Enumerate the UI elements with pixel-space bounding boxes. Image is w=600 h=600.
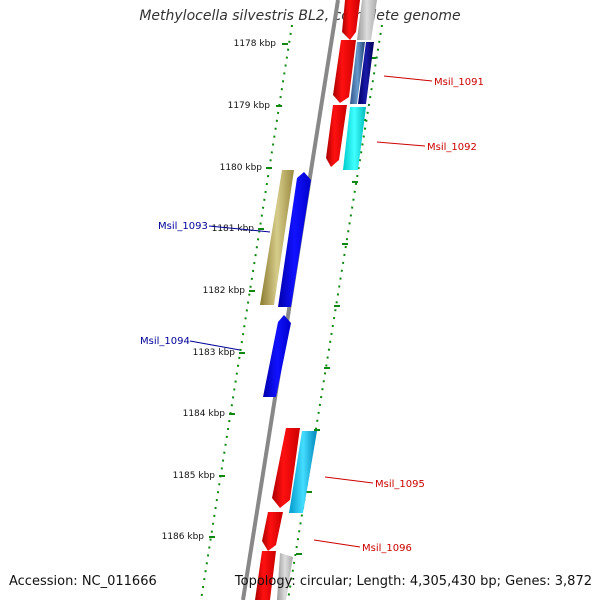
map-title: Methylocella silvestris BL2, complete ge… [139,8,461,24]
gene-steel[interactable] [350,42,365,104]
gene-gray-bottom[interactable] [277,553,293,600]
gene-red-bottom[interactable] [255,551,276,600]
tick-label: 1183 kbp [193,348,236,358]
gene-gray-top[interactable] [357,0,377,40]
tick-label: 1182 kbp [203,286,246,296]
gene-red-top[interactable] [342,0,360,40]
gene-msil-1093[interactable] [260,170,294,305]
tick-marks [209,43,288,538]
forward-ruler [287,24,383,600]
gene-msil-1092-red[interactable] [326,105,347,167]
label-line-1094 [189,340,241,351]
tick-labels: 1178 kbp 1179 kbp 1180 kbp 1181 kbp 1182… [162,39,277,542]
reverse-ruler [200,24,293,600]
gene-blue-reverse[interactable] [278,172,311,307]
gene-label-msil-1095[interactable]: Msil_1095 [375,479,425,490]
gene-label-msil-1091[interactable]: Msil_1091 [434,77,484,88]
gene-msil-1095-sky[interactable] [289,431,317,513]
gene-label-msil-1094[interactable]: Msil_1094 [140,336,190,347]
gene-msil-1092-cyan[interactable] [343,107,366,170]
gene-label-msil-1096[interactable]: Msil_1096 [362,543,412,554]
label-line-1092 [376,141,426,147]
tick-label: 1185 kbp [173,471,216,481]
label-line-1093 [208,225,271,233]
gene-navy[interactable] [358,42,374,104]
gene-label-msil-1092[interactable]: Msil_1092 [427,142,477,153]
tick-label: 1186 kbp [162,532,205,542]
tick-label: 1179 kbp [228,101,271,111]
gene-msil-1094[interactable] [263,315,291,397]
tick-label: 1181 kbp [212,224,255,234]
label-line-1095 [324,476,374,484]
label-line-1091 [383,75,433,82]
tick-label: 1180 kbp [220,163,263,173]
gene-label-msil-1093[interactable]: Msil_1093 [158,221,208,232]
gene-msil-1091-red[interactable] [333,40,356,103]
tick-label: 1184 kbp [183,409,226,419]
gene-msil-1096-red[interactable] [262,512,283,551]
label-line-1096 [313,539,361,548]
accession-text: Accession: NC_011666 [9,574,157,589]
gene-msil-1095-red[interactable] [272,428,300,508]
tick-label: 1178 kbp [234,39,277,49]
topology-text: Topology: circular; Length: 4,305,430 bp… [234,574,592,589]
